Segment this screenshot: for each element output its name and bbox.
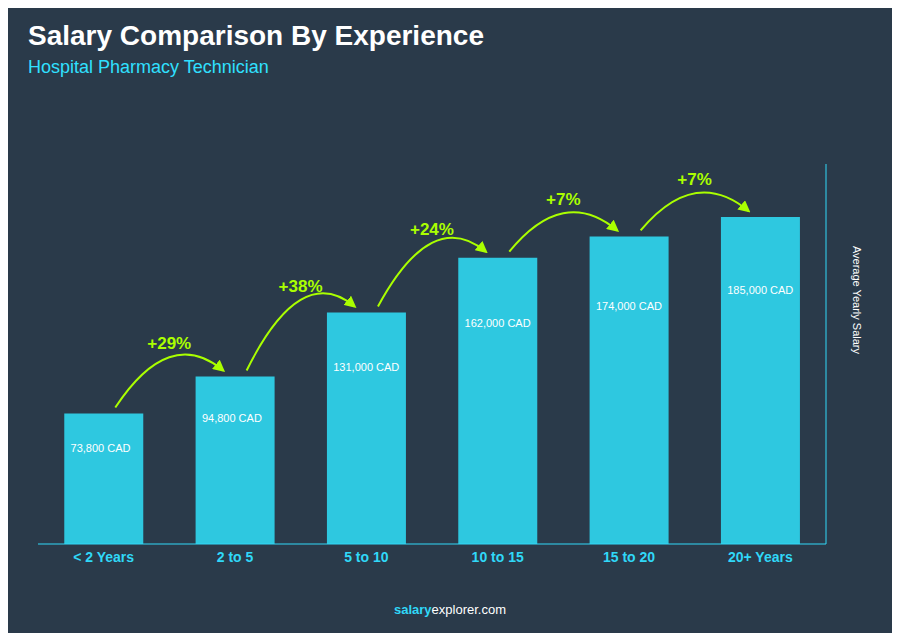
svg-text:131,000 CAD: 131,000 CAD [333,361,399,373]
svg-text:94,800 CAD: 94,800 CAD [202,412,262,424]
svg-text:20+ Years: 20+ Years [728,549,793,565]
svg-text:+38%: +38% [279,277,323,296]
svg-text:Average Yearly Salary: Average Yearly Salary [851,246,863,355]
svg-text:+7%: +7% [677,170,712,189]
svg-text:+7%: +7% [546,190,581,209]
html-text:salary explorer.com: salary explorer.com [394,602,506,617]
html-text:Hospital Pharmacy Technician: Hospital Pharmacy Technician [28,57,269,77]
svg-text:5 to 10: 5 to 10 [344,549,389,565]
svg-text:174,000 CAD: 174,000 CAD [596,300,662,312]
html-text:Salary Comparison By Experienc: Salary Comparison By Experience [28,20,484,51]
svg-text:+29%: +29% [147,334,191,353]
svg-text:73,800 CAD: 73,800 CAD [71,442,131,454]
svg-text:15 to 20: 15 to 20 [603,549,655,565]
svg-text:185,000 CAD: 185,000 CAD [727,284,793,296]
svg-text:10 to 15: 10 to 15 [472,549,524,565]
svg-text:2 to 5: 2 to 5 [217,549,254,565]
svg-text:< 2 Years: < 2 Years [73,549,134,565]
svg-text:162,000 CAD: 162,000 CAD [465,317,531,329]
svg-text:+24%: +24% [410,220,454,239]
